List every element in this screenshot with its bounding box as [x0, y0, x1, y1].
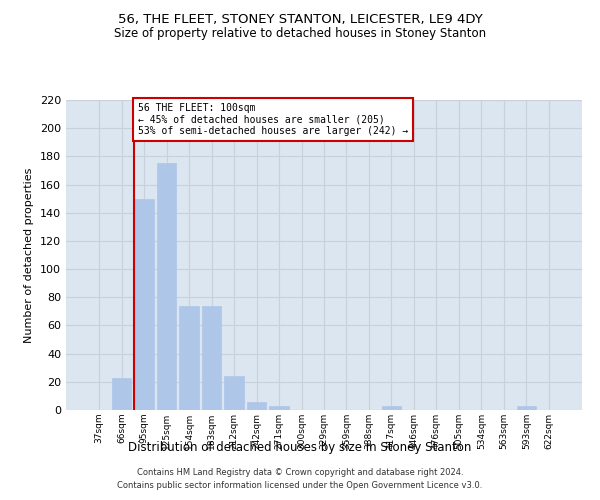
Bar	[269, 406, 289, 410]
Text: Distribution of detached houses by size in Stoney Stanton: Distribution of detached houses by size …	[128, 441, 472, 454]
Bar	[112, 378, 131, 410]
Y-axis label: Number of detached properties: Number of detached properties	[25, 168, 34, 342]
Bar	[247, 402, 266, 410]
Bar	[224, 376, 244, 410]
Text: 56 THE FLEET: 100sqm
← 45% of detached houses are smaller (205)
53% of semi-deta: 56 THE FLEET: 100sqm ← 45% of detached h…	[138, 103, 408, 136]
Bar	[134, 198, 154, 410]
Bar	[179, 306, 199, 410]
Text: 56, THE FLEET, STONEY STANTON, LEICESTER, LE9 4DY: 56, THE FLEET, STONEY STANTON, LEICESTER…	[118, 12, 482, 26]
Bar	[517, 406, 536, 410]
Bar	[202, 306, 221, 410]
Bar	[157, 164, 176, 410]
Text: Contains HM Land Registry data © Crown copyright and database right 2024.: Contains HM Land Registry data © Crown c…	[137, 468, 463, 477]
Text: Size of property relative to detached houses in Stoney Stanton: Size of property relative to detached ho…	[114, 28, 486, 40]
Bar	[382, 406, 401, 410]
Text: Contains public sector information licensed under the Open Government Licence v3: Contains public sector information licen…	[118, 480, 482, 490]
